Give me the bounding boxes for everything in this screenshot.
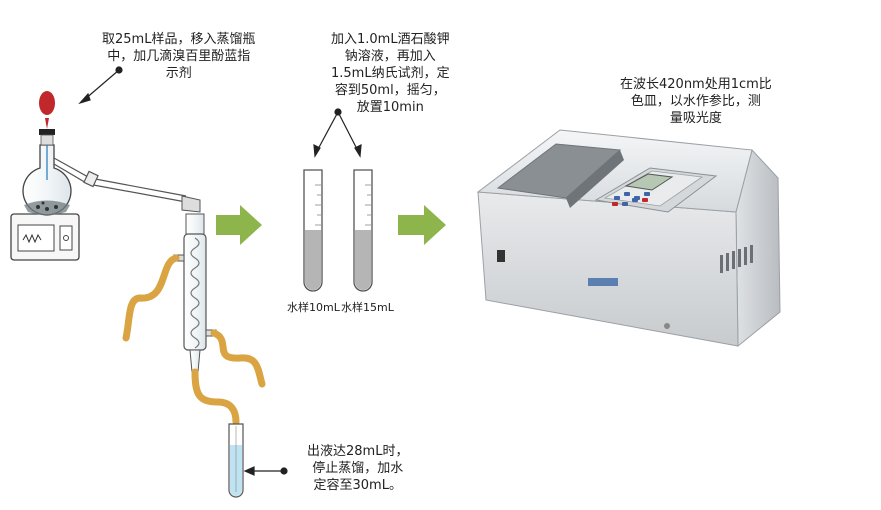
test-tube-right	[353, 169, 373, 292]
screw-icon	[664, 323, 670, 329]
note-distill: 出液达28mL时， 停止蒸馏，加水 定容至30mL。	[307, 443, 408, 494]
callout-line	[83, 69, 120, 101]
spectrophotometer	[476, 129, 781, 348]
condenser	[173, 195, 217, 373]
test-tube-left	[303, 169, 323, 292]
knob-icon	[497, 250, 505, 262]
note-line: 1.5mL纳氏试剂，定	[331, 66, 450, 81]
note-line: 量吸光度	[669, 111, 722, 126]
callout-reagents	[313, 108, 362, 158]
note-line: 放置10min	[356, 100, 424, 115]
note-line: 定容至30mL。	[313, 478, 402, 493]
brand-badge	[588, 278, 618, 286]
note-line: 在波长420nm处用1cm比	[620, 77, 772, 92]
note-reagents: 加入1.0mL酒石酸钾 钠溶液，再加入 1.5mL纳氏试剂，定 容到50ml，摇…	[331, 31, 450, 116]
note-sample-prep: 取25mL样品，移入蒸馏瓶 中，加几滴溴百里酚蓝指 示剂	[102, 31, 255, 82]
note-line: 钠溶液，再加入	[344, 49, 436, 64]
cooling-hose	[122, 254, 266, 426]
callout-line	[316, 111, 339, 152]
arrowhead-icon	[78, 92, 91, 105]
distillation-flask	[22, 91, 72, 216]
callout-line	[337, 111, 359, 152]
note-line: 出液达28mL时，	[307, 444, 409, 459]
note-line: 示剂	[165, 66, 192, 81]
arrowhead-icon	[243, 466, 255, 476]
note-measure: 在波长420nm处用1cm比 色皿，以水作参比，测 量吸光度	[620, 76, 772, 127]
arrowhead-icon	[313, 143, 321, 158]
vent-grille	[720, 245, 753, 273]
delivery-tube	[53, 157, 187, 203]
note-line: 加入1.0mL酒石酸钾	[331, 32, 450, 47]
flow-arrow-icon	[216, 205, 262, 245]
tube-label-right: 水样15mL	[341, 301, 394, 314]
tube-label-left: 水样10mL	[287, 301, 340, 314]
note-line: 容到50ml，摇匀，	[334, 83, 446, 98]
callout-sample-prep	[78, 66, 123, 105]
arrowhead-icon	[354, 143, 362, 158]
receiving-tube	[228, 423, 244, 498]
note-line: 中，加几滴溴百里酚蓝指	[107, 49, 251, 64]
note-line: 取25mL样品，移入蒸馏瓶	[102, 32, 256, 47]
callout-distill	[243, 466, 288, 476]
flow-arrow-icon	[398, 205, 446, 245]
note-line: 停止蒸馏，加水	[312, 461, 404, 476]
hot-plate	[10, 213, 80, 261]
note-line: 色皿，以水作参比，测	[630, 94, 761, 109]
